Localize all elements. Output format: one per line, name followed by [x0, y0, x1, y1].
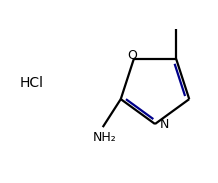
Text: N: N — [159, 117, 169, 130]
Text: HCl: HCl — [20, 76, 44, 90]
Text: NH₂: NH₂ — [93, 131, 117, 144]
Text: O: O — [127, 49, 137, 62]
